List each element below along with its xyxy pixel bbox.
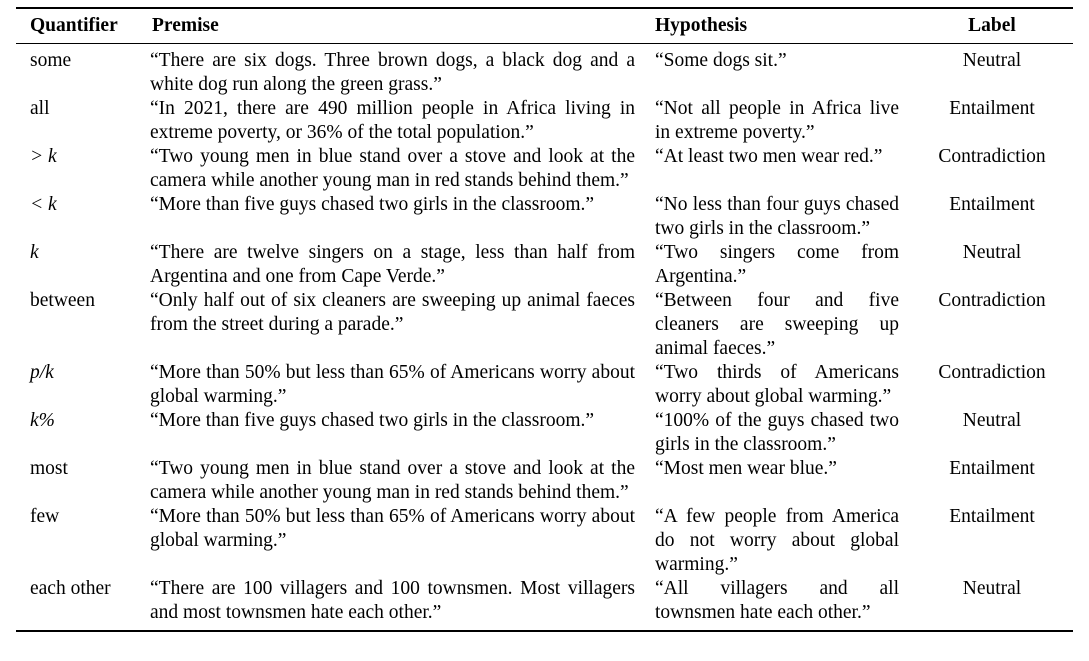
quantifier-cell: k%	[30, 410, 55, 431]
hypothesis-cell: “Most men wear blue.”	[655, 458, 837, 479]
quantifier-cell: > k	[30, 146, 57, 167]
quantifier-cell: < k	[30, 194, 57, 215]
premise-cell: “Two young men in blue stand over a stov…	[150, 146, 635, 191]
premise-cell: “There are 100 villagers and 100 townsme…	[150, 578, 635, 623]
hypothesis-cell: “Two singers come from Argentina.”	[655, 242, 899, 287]
label-cell: Contradiction	[938, 146, 1046, 167]
table-body: some “There are six dogs. Three brown do…	[16, 44, 1073, 631]
table-row: > k “Two young men in blue stand over a …	[16, 145, 1073, 193]
quantifier-cell: k	[30, 242, 39, 263]
table-row: p/k “More than 50% but less than 65% of …	[16, 361, 1073, 409]
table-row: each other “There are 100 villagers and …	[16, 577, 1073, 631]
header-row: Quantifier Premise Hypothesis Label	[16, 8, 1073, 44]
label-cell: Neutral	[962, 410, 1022, 431]
label-cell: Neutral	[962, 242, 1022, 263]
hypothesis-cell: “A few people from America do not worry …	[655, 506, 899, 575]
label-cell: Contradiction	[938, 362, 1046, 383]
table-row: most “Two young men in blue stand over a…	[16, 457, 1073, 505]
table-row: few “More than 50% but less than 65% of …	[16, 505, 1073, 577]
premise-cell: “More than five guys chased two girls in…	[150, 410, 595, 431]
table-row: some “There are six dogs. Three brown do…	[16, 44, 1073, 98]
premise-cell: “There are twelve singers on a stage, le…	[150, 242, 635, 287]
label-cell: Entailment	[949, 458, 1035, 479]
hypothesis-cell: “Not all people in Africa live in extrem…	[655, 98, 899, 143]
quantifier-cell: between	[30, 290, 95, 311]
header-label: Label	[968, 15, 1016, 36]
table-row: all “In 2021, there are 490 million peop…	[16, 97, 1073, 145]
premise-cell: “Only half out of six cleaners are sweep…	[150, 290, 635, 335]
quantifier-examples-table: Quantifier Premise Hypothesis Label some…	[16, 7, 1073, 632]
quantifier-cell: all	[30, 98, 50, 119]
paper-table-container: Quantifier Premise Hypothesis Label some…	[16, 7, 1073, 632]
label-cell: Entailment	[949, 98, 1035, 119]
hypothesis-cell: “100% of the guys chased two girls in th…	[655, 410, 899, 455]
table-row: k% “More than five guys chased two girls…	[16, 409, 1073, 457]
label-cell: Neutral	[962, 578, 1022, 599]
label-cell: Contradiction	[938, 290, 1046, 311]
hypothesis-cell: “At least two men wear red.”	[655, 146, 883, 167]
premise-cell: “More than 50% but less than 65% of Amer…	[150, 506, 635, 551]
label-cell: Neutral	[962, 50, 1022, 71]
quantifier-cell: p/k	[30, 362, 54, 383]
table-row: between “Only half out of six cleaners a…	[16, 289, 1073, 361]
hypothesis-cell: “Two thirds of Americans worry about glo…	[655, 362, 899, 407]
header-quantifier: Quantifier	[30, 15, 118, 36]
quantifier-cell: some	[30, 50, 72, 71]
hypothesis-cell: “No less than four guys chased two girls…	[655, 194, 899, 239]
label-cell: Entailment	[949, 194, 1035, 215]
quantifier-cell: each other	[30, 578, 111, 599]
header-hypothesis: Hypothesis	[655, 15, 748, 36]
table-row: < k “More than five guys chased two girl…	[16, 193, 1073, 241]
premise-cell: “In 2021, there are 490 million people i…	[150, 98, 635, 143]
table-header: Quantifier Premise Hypothesis Label	[16, 8, 1073, 44]
premise-cell: “More than 50% but less than 65% of Amer…	[150, 362, 635, 407]
quantifier-cell: few	[30, 506, 60, 527]
hypothesis-cell: “Some dogs sit.”	[655, 50, 787, 71]
label-cell: Entailment	[949, 506, 1035, 527]
premise-cell: “More than five guys chased two girls in…	[150, 194, 595, 215]
table-row: k “There are twelve singers on a stage, …	[16, 241, 1073, 289]
premise-cell: “Two young men in blue stand over a stov…	[150, 458, 635, 503]
premise-cell: “There are six dogs. Three brown dogs, a…	[150, 50, 635, 95]
header-premise: Premise	[152, 15, 219, 36]
hypothesis-cell: “All villagers and all townsmen hate eac…	[655, 578, 899, 623]
hypothesis-cell: “Between four and five cleaners are swee…	[655, 290, 899, 359]
quantifier-cell: most	[30, 458, 68, 479]
